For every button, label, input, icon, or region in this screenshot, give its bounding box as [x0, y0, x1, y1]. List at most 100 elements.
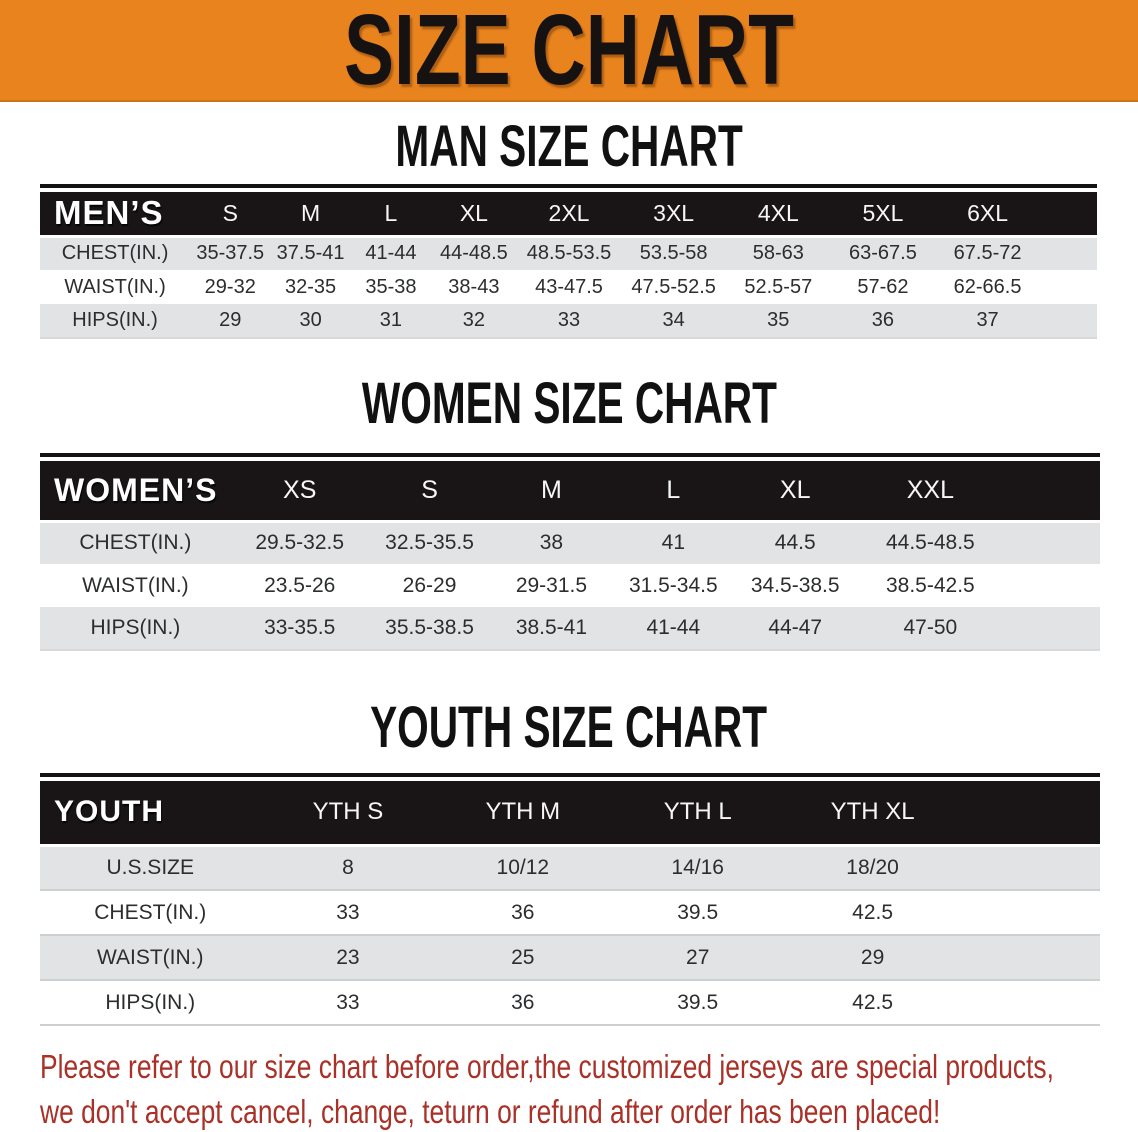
row-label: HIPS(IN.) — [40, 979, 261, 1026]
measurement-value: 38.5-42.5 — [856, 564, 1005, 607]
measurement-value: 38.5-41 — [490, 607, 613, 651]
row-label: WAIST(IN.) — [40, 564, 231, 607]
measurement-value: 29-31.5 — [490, 564, 613, 607]
corner-label: WOMEN’S — [40, 461, 231, 523]
measurement-value: 35 — [725, 304, 831, 339]
disclaimer: Please refer to our size chart before or… — [40, 1044, 1138, 1132]
women-size-section: WOMEN SIZE CHART WOMEN’S XS S M L XL XXL CHEST(… — [0, 375, 1138, 651]
size-column-header: XS — [230, 461, 369, 523]
measurement-value: 67.5-72 — [935, 236, 1040, 270]
measurement-value: 33-35.5 — [230, 607, 369, 651]
filler-cell — [1004, 564, 1100, 607]
measurement-value: 26-29 — [368, 564, 491, 607]
measurement-row: CHEST(IN.) 29.5-32.5 32.5-35.5 38 41 44.5 44.5… — [40, 521, 1100, 564]
measurement-row: HIPS(IN.) 29 30 31 32 33 34 35 36 37 — [40, 304, 1097, 339]
size-column-header: YTH S — [260, 781, 436, 847]
filler-cell — [1039, 304, 1097, 339]
row-label: WAIST(IN.) — [40, 934, 261, 980]
size-column-header: 5XL — [830, 192, 936, 238]
measurement-value: 14/16 — [610, 844, 786, 890]
measurement-value: 47-50 — [856, 607, 1005, 651]
size-column-header: XL — [431, 192, 517, 238]
women-size-table: WOMEN’S XS S M L XL XXL CHEST(IN.) 29.5-32.5 32.5… — [40, 461, 1100, 651]
measurement-value: 29 — [190, 304, 271, 339]
size-column-header: 6XL — [935, 192, 1040, 238]
size-column-header: YTH L — [610, 781, 786, 847]
measurement-value: 29-32 — [190, 270, 271, 304]
row-label: CHEST(IN.) — [40, 889, 261, 935]
size-column-header: 2XL — [516, 192, 622, 238]
size-column-header: S — [368, 461, 491, 523]
measurement-value: 48.5-53.5 — [516, 236, 622, 270]
men-size-table-wrap: MEN’S S M L XL 2XL 3XL 4XL 5XL 6XL CHEST(IN.) 35-37… — [40, 184, 1097, 339]
youth-size-section: YOUTH SIZE CHART YOUTH YTH S YTH M YTH L YTH… — [0, 699, 1138, 1026]
measurement-value: 18/20 — [785, 844, 961, 890]
filler-cell — [1039, 192, 1097, 238]
measurement-value: 36 — [435, 889, 611, 935]
measurement-value: 41-44 — [612, 607, 735, 651]
measurement-row: WAIST(IN.) 23.5-26 26-29 29-31.5 31.5-34.5 34… — [40, 564, 1100, 607]
size-header-row: MEN’S S M L XL 2XL 3XL 4XL 5XL 6XL — [40, 192, 1097, 238]
youth-section-heading-text: YOUTH SIZE CHART — [370, 695, 768, 760]
measurement-value: 35.5-38.5 — [368, 607, 491, 651]
measurement-value: 41 — [612, 521, 735, 564]
measurement-value: 30 — [270, 304, 351, 339]
filler-cell — [1039, 270, 1097, 304]
measurement-value: 23.5-26 — [230, 564, 369, 607]
women-size-table-wrap: WOMEN’S XS S M L XL XXL CHEST(IN.) 29.5-32.5 32.5… — [40, 453, 1100, 651]
banner: SIZE CHART — [0, 0, 1138, 102]
row-label: CHEST(IN.) — [40, 236, 191, 270]
measurement-value: 23 — [260, 934, 436, 980]
measurement-value: 29.5-32.5 — [230, 521, 369, 564]
measurement-value: 31 — [350, 304, 432, 339]
measurement-value: 33 — [516, 304, 622, 339]
page-title: SIZE CHART — [344, 0, 794, 106]
row-label: WAIST(IN.) — [40, 270, 191, 304]
measurement-value: 58-63 — [725, 236, 831, 270]
filler-cell — [960, 979, 1100, 1026]
women-section-heading-text: WOMEN SIZE CHART — [361, 371, 777, 436]
measurement-row: HIPS(IN.) 33 36 39.5 42.5 — [40, 979, 1100, 1026]
measurement-value: 29 — [785, 934, 961, 980]
size-column-header: L — [612, 461, 735, 523]
measurement-value: 36 — [435, 979, 611, 1026]
measurement-value: 63-67.5 — [830, 236, 936, 270]
measurement-value: 38 — [490, 521, 613, 564]
measurement-value: 35-38 — [350, 270, 432, 304]
size-column-header: 3XL — [621, 192, 726, 238]
size-header-row: YOUTH YTH S YTH M YTH L YTH XL — [40, 781, 1100, 847]
size-column-header: YTH XL — [785, 781, 961, 847]
measurement-value: 36 — [830, 304, 936, 339]
measurement-value: 35-37.5 — [190, 236, 271, 270]
filler-cell — [1039, 236, 1097, 270]
measurement-value: 44-48.5 — [431, 236, 517, 270]
measurement-value: 44.5-48.5 — [856, 521, 1005, 564]
measurement-value: 43-47.5 — [516, 270, 622, 304]
measurement-value: 39.5 — [610, 979, 786, 1026]
filler-cell — [1004, 461, 1100, 523]
measurement-value: 10/12 — [435, 844, 611, 890]
youth-section-heading: YOUTH SIZE CHART — [0, 699, 1138, 757]
men-section-heading-text: MAN SIZE CHART — [395, 114, 743, 179]
measurement-value: 32 — [431, 304, 517, 339]
youth-size-table: YOUTH YTH S YTH M YTH L YTH XL U.S.SIZE 8 10/12… — [40, 781, 1100, 1026]
measurement-row: CHEST(IN.) 35-37.5 37.5-41 41-44 44-48.5 48.5… — [40, 236, 1097, 270]
measurement-value: 25 — [435, 934, 611, 980]
filler-cell — [1004, 607, 1100, 651]
measurement-value: 42.5 — [785, 979, 961, 1026]
filler-cell — [960, 781, 1100, 847]
disclaimer-line-1: Please refer to our size chart before or… — [40, 1048, 1054, 1085]
men-size-table: MEN’S S M L XL 2XL 3XL 4XL 5XL 6XL CHEST(IN.) 35-37… — [40, 192, 1097, 339]
measurement-value: 37.5-41 — [270, 236, 351, 270]
size-column-header: XXL — [856, 461, 1005, 523]
measurement-value: 62-66.5 — [935, 270, 1040, 304]
size-column-header: 4XL — [725, 192, 831, 238]
measurement-value: 34 — [621, 304, 726, 339]
measurement-value: 44.5 — [734, 521, 857, 564]
measurement-value: 8 — [260, 844, 436, 890]
measurement-value: 42.5 — [785, 889, 961, 935]
measurement-row: HIPS(IN.) 33-35.5 35.5-38.5 38.5-41 41-44 44-… — [40, 607, 1100, 651]
measurement-value: 57-62 — [830, 270, 936, 304]
corner-label: YOUTH — [40, 781, 261, 847]
measurement-value: 32.5-35.5 — [368, 521, 491, 564]
